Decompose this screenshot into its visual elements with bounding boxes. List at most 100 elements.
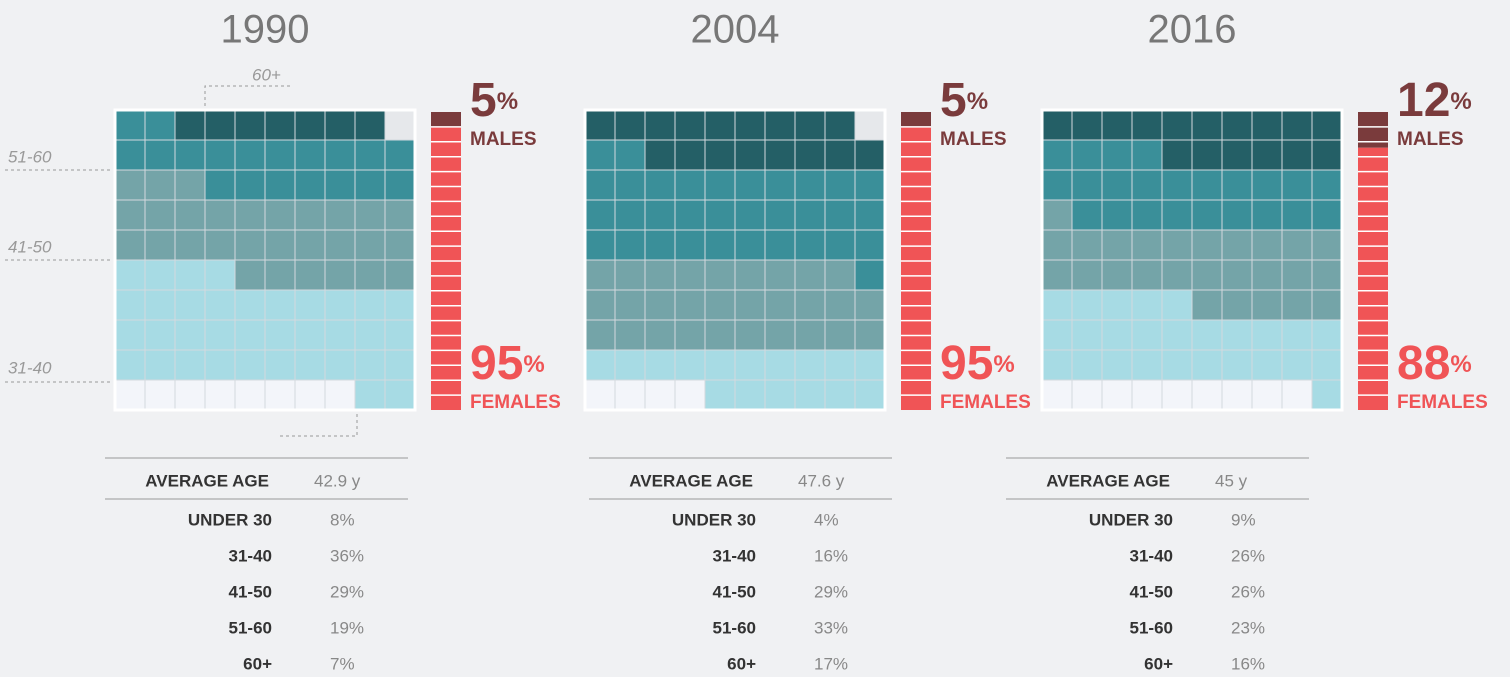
waffle-cell: [144, 139, 176, 171]
waffle-cell: [234, 349, 266, 381]
waffle-cell: [1071, 229, 1103, 261]
percent-number: 88: [1397, 337, 1450, 390]
waffle-cell: [234, 139, 266, 171]
waffle-cell: [644, 169, 676, 201]
waffle-cell: [734, 139, 766, 171]
table-row-value: 26%: [1231, 582, 1265, 601]
waffle-cell: [854, 229, 886, 261]
waffle-cell: [144, 289, 176, 321]
waffle-empty-cell: [854, 109, 886, 141]
females-label: FEMALES: [470, 392, 561, 413]
table-header-label: AVERAGE AGE: [1046, 471, 1170, 490]
waffle-cell: [854, 259, 886, 291]
waffle-cell: [384, 169, 416, 201]
waffle-cell: [1191, 229, 1223, 261]
waffle-cell: [854, 199, 886, 231]
table-header-label: AVERAGE AGE: [145, 471, 269, 490]
table-row-value: 7%: [330, 654, 355, 673]
waffle-cell: [674, 229, 706, 261]
waffle-cell: [1281, 139, 1313, 171]
waffle-cell: [234, 259, 266, 291]
waffle-cell: [1251, 199, 1283, 231]
waffle-cell: [174, 349, 206, 381]
table-header-value: 47.6 y: [798, 471, 845, 490]
waffle-cell: [1161, 109, 1193, 141]
waffle-cell: [1131, 199, 1163, 231]
table-row-value: 23%: [1231, 618, 1265, 637]
waffle-cell: [264, 109, 296, 141]
waffle-cell: [1251, 349, 1283, 381]
percent-label: 5%: [940, 74, 988, 127]
waffle-cell: [204, 319, 236, 351]
waffle-cell: [354, 289, 386, 321]
waffle-cell: [1071, 139, 1103, 171]
waffle-cell: [294, 199, 326, 231]
waffle-cell: [354, 349, 386, 381]
waffle-cell: [614, 199, 646, 231]
waffle-cell: [1221, 259, 1253, 291]
waffle-cell: [264, 319, 296, 351]
percent-number: 95: [940, 337, 993, 390]
percent-label: 88%: [1397, 337, 1472, 390]
annotation-line: [280, 412, 358, 437]
table-row-label: UNDER 30: [672, 510, 756, 529]
waffle-cell: [614, 319, 646, 351]
waffle-cell: [1071, 199, 1103, 231]
waffle-cell: [1251, 319, 1283, 351]
waffle-cell: [1251, 169, 1283, 201]
waffle-cell: [1191, 139, 1223, 171]
waffle-cell: [644, 229, 676, 261]
waffle-cell: [384, 379, 416, 411]
waffle-cell: [204, 139, 236, 171]
waffle-cell: [234, 199, 266, 231]
waffle-cell: [1161, 289, 1193, 321]
waffle-cell: [794, 169, 826, 201]
waffle-cell: [264, 349, 296, 381]
waffle-cell: [1041, 109, 1073, 141]
waffle-cell: [264, 259, 296, 291]
waffle-cell: [1281, 319, 1313, 351]
waffle-cell: [584, 289, 616, 321]
waffle-cell: [1041, 289, 1073, 321]
waffle-cell: [1251, 109, 1283, 141]
waffle-cell: [384, 229, 416, 261]
table-row-label: 60+: [1144, 654, 1173, 673]
waffle-cell: [234, 319, 266, 351]
percent-sign: %: [1450, 351, 1471, 378]
waffle-cell: [584, 319, 616, 351]
waffle-cell: [1251, 229, 1283, 261]
waffle-cell: [1161, 199, 1193, 231]
waffle-cell: [764, 319, 796, 351]
waffle-cell: [794, 379, 826, 411]
waffle-cell: [1311, 379, 1343, 411]
waffle-cell: [764, 229, 796, 261]
waffle-cell: [264, 139, 296, 171]
waffle-cell: [854, 289, 886, 321]
waffle-cell: [764, 109, 796, 141]
waffle-cell: [794, 229, 826, 261]
waffle-cell: [644, 289, 676, 321]
waffle-cell: [1221, 349, 1253, 381]
waffle-cell: [734, 319, 766, 351]
waffle-cell: [144, 259, 176, 291]
females-bar: [1358, 147, 1388, 410]
waffle-cell: [1311, 349, 1343, 381]
table-row-value: 16%: [1231, 654, 1265, 673]
waffle-cell: [1311, 319, 1343, 351]
females-bar: [901, 126, 931, 411]
waffle-cell: [264, 229, 296, 261]
waffle-cell: [354, 139, 386, 171]
waffle-cell: [1191, 379, 1223, 411]
waffle-cell: [1251, 259, 1283, 291]
waffle-cell: [1221, 379, 1253, 411]
females-bar: [431, 126, 461, 411]
waffle-cell: [204, 379, 236, 411]
waffle-cell: [114, 199, 146, 231]
waffle-cell: [794, 139, 826, 171]
waffle-cell: [1101, 109, 1133, 141]
waffle-cell: [704, 259, 736, 291]
waffle-cell: [1281, 349, 1313, 381]
males-bar: [431, 112, 461, 127]
waffle-cell: [1311, 109, 1343, 141]
waffle-cell: [324, 109, 356, 141]
